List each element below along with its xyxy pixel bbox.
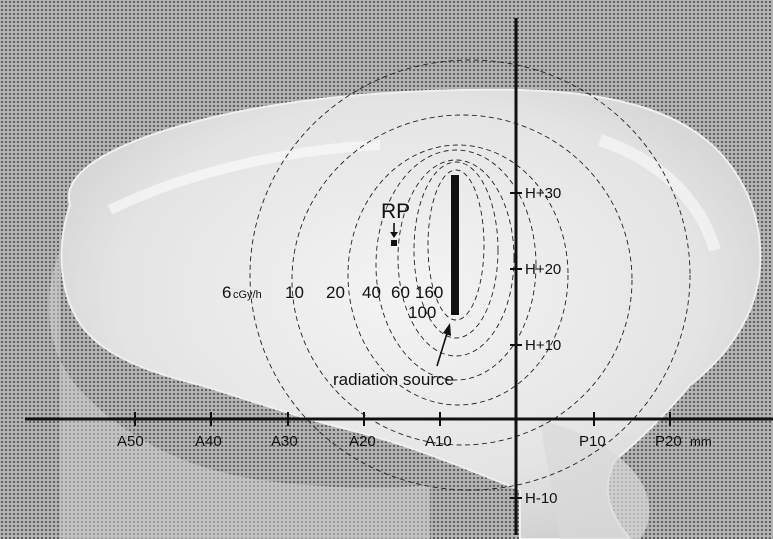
tick-label-a10: A10 bbox=[425, 433, 452, 450]
isodose-10 bbox=[291, 114, 633, 446]
tick-label-h20: H+20 bbox=[525, 261, 561, 278]
tick-label-h-10: H-10 bbox=[525, 490, 558, 507]
source-label: radiation source bbox=[333, 370, 454, 389]
isodose-160 bbox=[427, 169, 485, 321]
isodose-contours bbox=[249, 59, 691, 491]
x-axis-unit: mm bbox=[690, 434, 712, 449]
isodose-40 bbox=[375, 149, 537, 381]
rp-point bbox=[391, 240, 397, 246]
tick-label-a40: A40 bbox=[195, 433, 222, 450]
cortex-fold-2 bbox=[598, 134, 721, 252]
dose-label-6: 6 bbox=[222, 283, 231, 302]
dose-label-10: 10 bbox=[285, 283, 304, 302]
brainstem-shade bbox=[540, 420, 650, 539]
dose-label-100: 100 bbox=[408, 303, 436, 322]
y-tick-labels: H+30 H+20 H+10 H-10 bbox=[525, 185, 561, 507]
tick-label-p10: P10 bbox=[579, 433, 606, 450]
dose-label-20: 20 bbox=[326, 283, 345, 302]
tick-label-p20: P20 bbox=[655, 433, 682, 450]
x-ticks bbox=[134, 412, 671, 426]
isodose-6 bbox=[249, 59, 691, 491]
x-tick-labels: A50 A40 A30 A20 A10 P10 P20 mm bbox=[117, 433, 712, 450]
tick-label-h10: H+10 bbox=[525, 337, 561, 354]
isodose-100 bbox=[413, 161, 499, 339]
cerebellum-shade bbox=[48, 250, 430, 539]
source-arrow-shaft bbox=[436, 329, 449, 367]
tick-label-a50: A50 bbox=[117, 433, 144, 450]
tick-label-a20: A20 bbox=[349, 433, 376, 450]
dose-label-40: 40 bbox=[362, 283, 381, 302]
cortex-fold-1 bbox=[107, 140, 381, 215]
radiation-source-bar bbox=[451, 175, 459, 315]
rp-label: RP bbox=[381, 200, 410, 223]
isodose-60 bbox=[397, 159, 515, 357]
rp-arrow-head bbox=[390, 232, 398, 238]
source-arrow-head bbox=[443, 323, 451, 336]
y-ticks bbox=[510, 192, 522, 499]
tick-label-h30: H+30 bbox=[525, 185, 561, 202]
dose-unit: cGy/h bbox=[233, 289, 262, 301]
dose-labels: 6 cGy/h 10 20 40 60 160 100 bbox=[222, 283, 443, 322]
dose-label-160: 160 bbox=[415, 283, 443, 302]
cerebrum-outline bbox=[60, 88, 762, 539]
isodose-20 bbox=[347, 144, 569, 406]
dose-label-60: 60 bbox=[391, 283, 410, 302]
tick-label-a30: A30 bbox=[271, 433, 298, 450]
specimen-silhouette bbox=[48, 88, 762, 539]
